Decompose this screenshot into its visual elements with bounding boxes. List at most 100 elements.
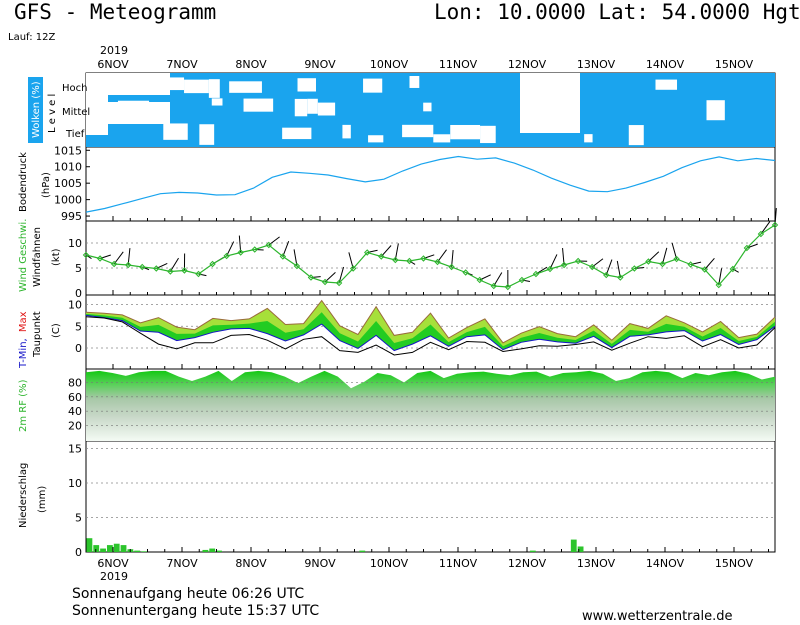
cloud-gap (450, 124, 481, 140)
humidity-tick-label: 20 (68, 420, 82, 433)
wind-barb (394, 243, 399, 261)
date-label-top: 7NOV (166, 58, 198, 71)
sunset-time: Sonnenuntergang heute 15:37 UTC (72, 603, 320, 619)
wind-barb (380, 245, 392, 257)
precip-bar (202, 549, 209, 552)
wind-barb (338, 266, 345, 284)
pressure-panel-frame (85, 146, 776, 222)
date-label-top: 13NOV (577, 58, 616, 71)
date-label-bottom: 6NOV (97, 557, 129, 570)
precip-tick-label: 10 (68, 477, 82, 490)
precip-bar (577, 546, 584, 552)
date-label-top: 11NOV (439, 58, 478, 71)
cloud-label-bg (28, 77, 43, 143)
wind-barb (662, 247, 668, 265)
model-run-label: Lauf: 12Z (8, 32, 56, 43)
location-coordinates: Lon: 10.0000 Lat: 54.0000 Hgt: 2 (434, 0, 800, 24)
tmin-axis-label: T-Min, (18, 338, 29, 369)
cloud-gap (282, 127, 312, 140)
date-label-top: 9NOV (304, 58, 336, 71)
wind-speed-marker (701, 266, 708, 273)
wind-unit-label: (kt) (51, 248, 62, 266)
humidity-panel (86, 370, 775, 441)
cloud-gap (163, 123, 188, 140)
wind-tick-label: 10 (68, 237, 82, 250)
precip-bar (120, 545, 127, 552)
year-label-bottom: 2019 (100, 570, 128, 583)
wind-speed-marker (659, 260, 666, 268)
date-label-top: 14NOV (646, 58, 685, 71)
cloud-gap (423, 102, 432, 112)
wind-speed-marker (279, 253, 287, 260)
precipitation-panel: 0 5 10 15 (68, 443, 775, 559)
cloud-gap (229, 81, 262, 93)
wind-speed-marker (251, 246, 258, 253)
wind-barb (671, 242, 678, 260)
date-label-bottom: 8NOV (235, 557, 267, 570)
wind-speed-marker (673, 255, 680, 263)
wind-speed-marker (462, 269, 469, 276)
wind-speed-marker (124, 261, 132, 269)
cloud-gap (184, 79, 209, 94)
wind-speed-marker (96, 255, 104, 262)
cloud-level-low: Tief (65, 129, 85, 140)
wind-speed-marker (181, 267, 188, 274)
wind-speed-marker (588, 263, 596, 271)
cloud-level-labels: Wolken (%) L e v e l Hoch Mittel Tief (28, 77, 90, 143)
wind-speed-marker (349, 265, 357, 272)
humidity-tick-label: 40 (68, 405, 82, 418)
wind-barb (616, 260, 621, 278)
wind-barb (226, 241, 235, 257)
date-label-bottom: 7NOV (166, 557, 198, 570)
wind-barb (493, 272, 503, 287)
date-label-bottom: 13NOV (577, 557, 616, 570)
wind-speed-marker (757, 230, 765, 238)
wind-speed-marker (448, 263, 455, 271)
wind-speed-marker (617, 274, 624, 281)
date-label-bottom: 11NOV (439, 557, 478, 570)
wind-barb (549, 254, 558, 270)
wind-speed-marker (434, 258, 441, 266)
wind-barb (521, 279, 531, 282)
wind-barb (648, 251, 660, 262)
date-label-top: 15NOV (715, 58, 754, 71)
cloud-gap (342, 124, 351, 139)
pressure-tick-label: 1010 (54, 161, 82, 174)
temperature-tick-label: 5 (75, 320, 82, 333)
wind-speed-marker (420, 255, 427, 262)
cloud-gap (628, 125, 644, 146)
cloud-gap (108, 102, 170, 124)
date-label-top: 6NOV (97, 58, 129, 71)
wind-barb (348, 252, 354, 269)
cloud-axis-label: Wolken (%) (31, 81, 42, 138)
dewpoint-axis-label: Taupunkt (32, 311, 43, 358)
wind-barb (113, 251, 124, 265)
wind-speed-marker (743, 244, 751, 252)
wind-speed-marker (518, 276, 526, 284)
humidity-tick-label: 80 (68, 376, 82, 389)
cloud-level-mid: Mittel (62, 107, 90, 118)
wind-speed-marker (139, 263, 146, 271)
wind-speed-marker (167, 268, 174, 275)
cloud-gap (363, 78, 383, 93)
humidity-area (86, 370, 775, 441)
wind-speed-marker (574, 257, 582, 265)
precip-bar (141, 551, 147, 552)
date-label-bottom: 12NOV (508, 557, 547, 570)
cloud-gap (211, 98, 223, 106)
precip-bar (113, 543, 120, 552)
wind-speed-marker (532, 270, 540, 278)
wind-speed-marker (321, 278, 329, 286)
sunrise-time: Sonnenaufgang heute 06:26 UTC (72, 586, 305, 602)
precip-unit-label: (mm) (37, 486, 48, 513)
wind-speed-marker (237, 249, 244, 256)
cloud-gap (294, 98, 308, 117)
wind-barb (409, 260, 416, 265)
date-label-top: 10NOV (370, 58, 409, 71)
cloud-gap (208, 79, 220, 98)
wind-speed-marker (110, 260, 118, 268)
tmax-line (85, 299, 776, 344)
wind-barb (169, 257, 179, 272)
date-label-bottom: 15NOV (715, 557, 754, 570)
wind-panel: 0 5 10 (68, 208, 779, 300)
